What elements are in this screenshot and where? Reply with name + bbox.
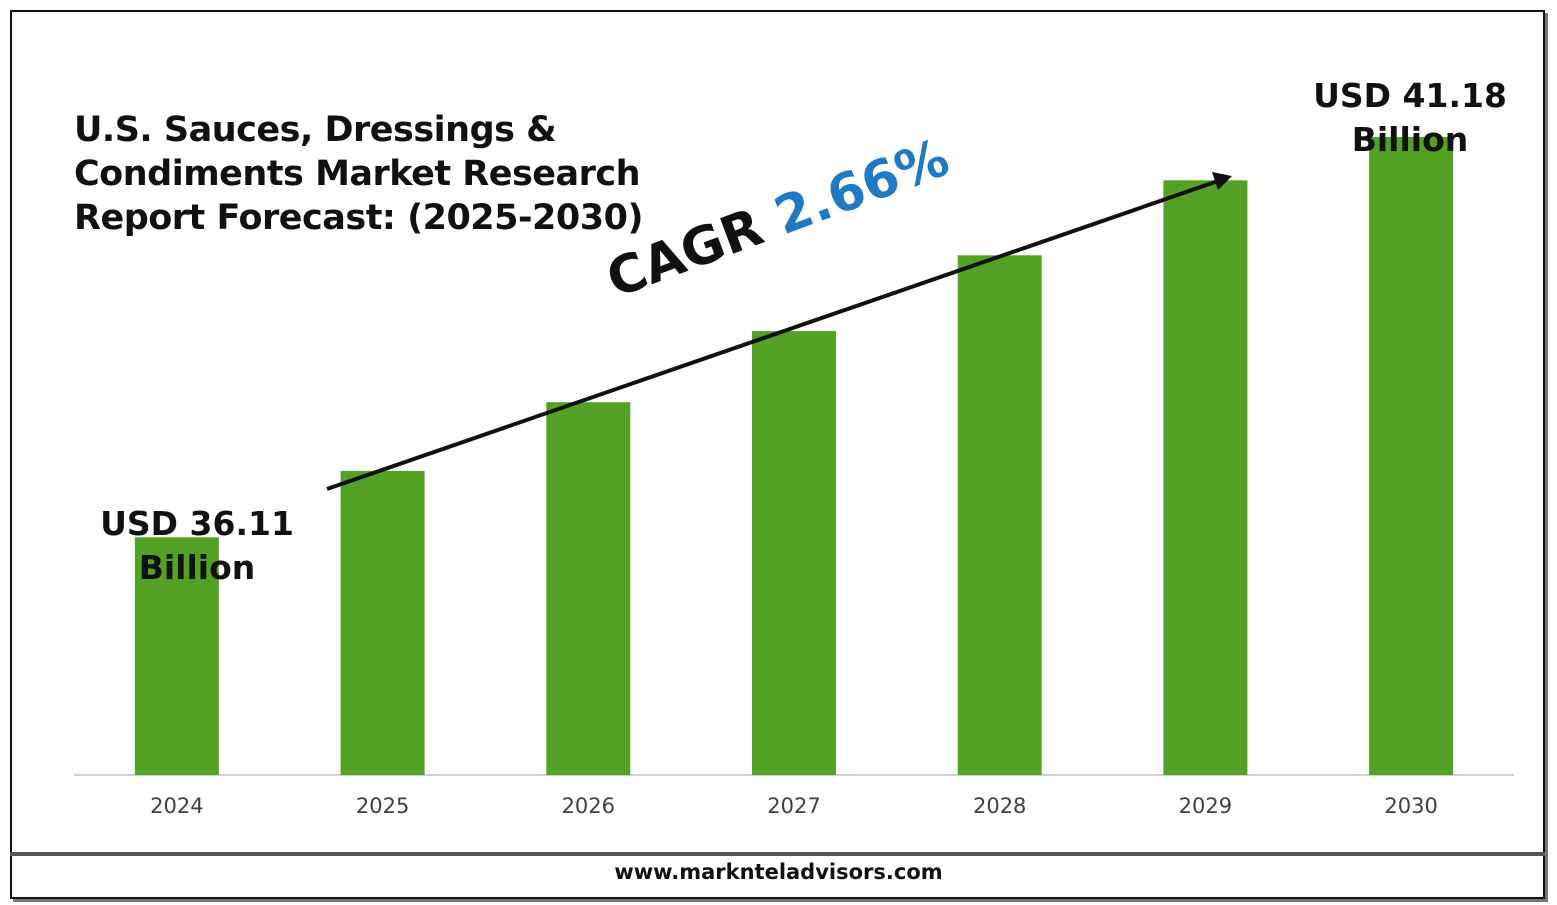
bar-2029 xyxy=(1163,180,1248,776)
bar-2030 xyxy=(1369,136,1454,775)
bar-2027 xyxy=(752,331,836,775)
x-tick-label-2030: 2030 xyxy=(1384,794,1437,818)
bar-2026 xyxy=(546,402,631,775)
trend-arrow-head xyxy=(1212,172,1232,190)
x-tick-labels: 2024 2025 2026 2027 2028 2029 2030 xyxy=(150,794,1438,818)
trend-arrow-line xyxy=(326,179,1219,491)
end-value-unit: Billion xyxy=(1351,120,1469,159)
bar-2024 xyxy=(134,537,219,775)
x-tick-label-2027: 2027 xyxy=(767,794,820,818)
bar-2028 xyxy=(957,255,1042,776)
x-tick-label-2029: 2029 xyxy=(1179,794,1232,818)
x-tick-label-2025: 2025 xyxy=(356,794,409,818)
x-tick-label-2028: 2028 xyxy=(973,794,1026,818)
end-value-callout: USD 41.18 Billion xyxy=(1310,74,1510,162)
x-tick-label-2024: 2024 xyxy=(150,794,203,818)
end-value-amount: USD 41.18 xyxy=(1313,76,1507,115)
start-value-unit: Billion xyxy=(138,548,256,587)
bars-group xyxy=(134,136,1454,776)
start-value-amount: USD 36.11 xyxy=(100,504,294,543)
footer-divider xyxy=(10,852,1545,856)
bar-2025 xyxy=(340,470,425,775)
start-value-callout: USD 36.11 Billion xyxy=(97,502,297,590)
x-tick-label-2026: 2026 xyxy=(562,794,615,818)
chart-title: U.S. Sauces, Dressings & Condiments Mark… xyxy=(74,110,643,238)
footer-website-link[interactable]: www.marknteladvisors.com xyxy=(614,860,943,884)
